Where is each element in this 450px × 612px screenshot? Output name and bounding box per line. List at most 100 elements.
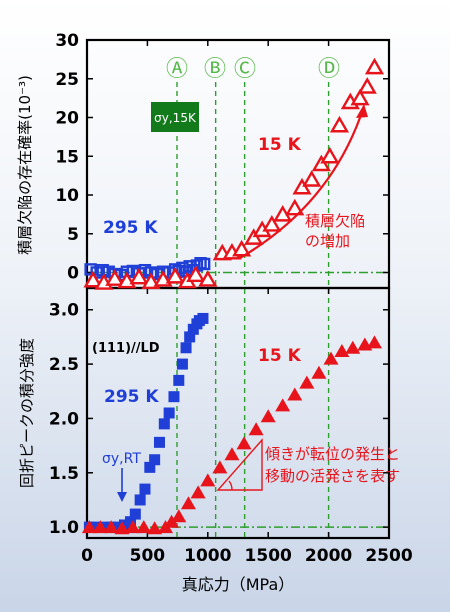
bottom-filled-square-point: [163, 407, 175, 419]
x-tick-label: 0: [81, 546, 93, 566]
bottom-filled-triangle-point: [260, 409, 276, 423]
bottom-y-tick-label: 3.0: [49, 301, 79, 321]
top-open-triangle-point: [311, 154, 331, 172]
bottom-filled-square-point: [197, 312, 209, 324]
x-axis-label: 真応力（MPa）: [182, 575, 295, 594]
x-tick-label: 500: [130, 546, 166, 566]
top-y-tick-label: 25: [55, 70, 79, 90]
bottom-filled-triangle-point: [81, 520, 97, 534]
sigma-15k-label: σy,15K: [154, 111, 197, 125]
bottom-panel-frame: [85, 286, 391, 540]
top-open-triangle-point: [357, 77, 377, 94]
bottom-filled-triangle-point: [345, 340, 361, 354]
bottom-filled-square-point: [180, 342, 192, 354]
bottom-filled-square-point: [144, 461, 156, 473]
bottom-filled-triangle-point: [200, 473, 216, 487]
top-y-tick-label: 10: [55, 186, 79, 206]
top-open-triangle-point: [165, 266, 185, 284]
bottom-filled-triangle-point: [334, 344, 350, 358]
top-label-295k: 295 K: [103, 218, 158, 238]
bottom-filled-triangle-point: [171, 509, 187, 523]
bottom-y-tick-label: 1.0: [49, 518, 79, 538]
bottom-y-tick-label: 1.5: [49, 464, 79, 484]
bottom-y-tick-label: 2.5: [49, 355, 79, 375]
top-open-triangle-point: [129, 267, 149, 285]
stage-label-c: Ⓒ: [234, 57, 256, 82]
top-y-tick-label: 20: [55, 109, 79, 129]
bottom-filled-triangle-point: [367, 335, 383, 349]
bottom-filled-triangle-point: [224, 447, 240, 461]
bottom-filled-square-point: [158, 418, 170, 430]
slope-note-line2: 移動の活発さを表す: [265, 467, 400, 485]
top-open-triangle-point: [292, 177, 312, 195]
x-tick-label: 1500: [245, 546, 292, 566]
top-open-triangle-point: [262, 215, 282, 232]
bottom-filled-square-point: [176, 358, 188, 370]
top-y-tick-label: 30: [55, 31, 79, 51]
top-y-tick-label: 0: [67, 264, 79, 284]
sigma-rt-label: σy,RT: [102, 451, 141, 467]
x-tick-label: 2500: [365, 546, 412, 566]
bottom-filled-triangle-point: [114, 521, 130, 535]
bottom-filled-square-point: [112, 521, 124, 533]
bottom-filled-square-point: [139, 483, 151, 495]
stage-label-a: Ⓐ: [166, 57, 188, 82]
bottom-filled-square-point: [129, 508, 141, 520]
bottom-filled-square-point: [134, 494, 146, 506]
top-open-triangle-point: [350, 88, 370, 106]
bottom-filled-triangle-point: [311, 365, 327, 379]
axis-ticks: 0 5 10 15 20 25 30 1.0 1.5 2.0 2.5 3.0 0 500 1000 1500 2…: [49, 31, 413, 566]
top-open-triangle-point: [105, 269, 125, 286]
bottom-filled-triangle-point: [275, 398, 291, 412]
bottom-y-axis-label: 回折ピークの積分強度: [18, 338, 36, 488]
bottom-filled-triangle-point: [190, 485, 206, 499]
trend-arrow: [239, 111, 364, 259]
sigma-15k-box: [151, 102, 199, 132]
stage-label-b: Ⓑ: [204, 57, 226, 82]
top-open-triangle-point: [364, 57, 385, 75]
bottom-filled-square-point: [124, 516, 136, 528]
top-label-15k: 15 K: [258, 135, 302, 155]
trend-label-line1: 積層欠陥: [305, 212, 365, 230]
top-open-triangle-point: [232, 239, 252, 257]
bottom-filled-triangle-point: [147, 521, 163, 535]
slope-triangle: [216, 438, 263, 491]
top-open-triangle-point: [320, 146, 340, 164]
bottom-filled-triangle-point: [92, 520, 108, 534]
bottom-filled-triangle-point: [248, 422, 264, 436]
bottom-filled-triangle-point: [180, 496, 196, 510]
data-marks: [81, 57, 385, 535]
bottom-filled-triangle-point: [136, 520, 152, 534]
bottom-filled-triangle-point: [103, 520, 119, 534]
bottom-filled-square-point: [173, 374, 185, 386]
trend-label-line2: の増加: [305, 232, 350, 250]
bottom-filled-triangle-point: [212, 460, 228, 474]
slope-note-line1: 傾きが転位の発生と: [265, 445, 400, 463]
bottom-y-tick-label: 2.0: [49, 409, 79, 429]
top-open-square-point: [197, 257, 211, 271]
trend-arrow-head: [356, 104, 368, 118]
top-y-tick-label: 15: [55, 147, 79, 167]
stage-label-d: Ⓓ: [318, 57, 340, 82]
top-open-triangle-point: [83, 270, 103, 288]
bottom-label-295k: 295 K: [104, 387, 159, 407]
top-y-tick-label: 5: [67, 225, 79, 245]
x-tick-label: 1000: [184, 546, 231, 566]
sigma-rt-arrow-head: [117, 492, 127, 502]
bottom-filled-triangle-point: [323, 351, 339, 365]
bottom-filled-square-point: [118, 519, 130, 531]
bottom-filled-square-point: [168, 391, 180, 403]
bottom-label-15k: 15 K: [258, 346, 302, 366]
x-tick-label: 2000: [305, 546, 352, 566]
slope-angle-arc: [228, 480, 233, 491]
top-open-triangle-point: [285, 198, 305, 216]
bottom-filled-square-point: [149, 454, 161, 466]
bottom-filled-triangle-point: [236, 436, 252, 450]
bottom-filled-triangle-point: [164, 514, 180, 528]
top-open-triangle-point: [186, 265, 206, 283]
bottom-filled-triangle-point: [287, 387, 303, 401]
bottom-filled-triangle-point: [299, 375, 315, 389]
bottom-filled-triangle-point: [125, 520, 141, 534]
bottom-filled-square-point: [153, 436, 165, 448]
